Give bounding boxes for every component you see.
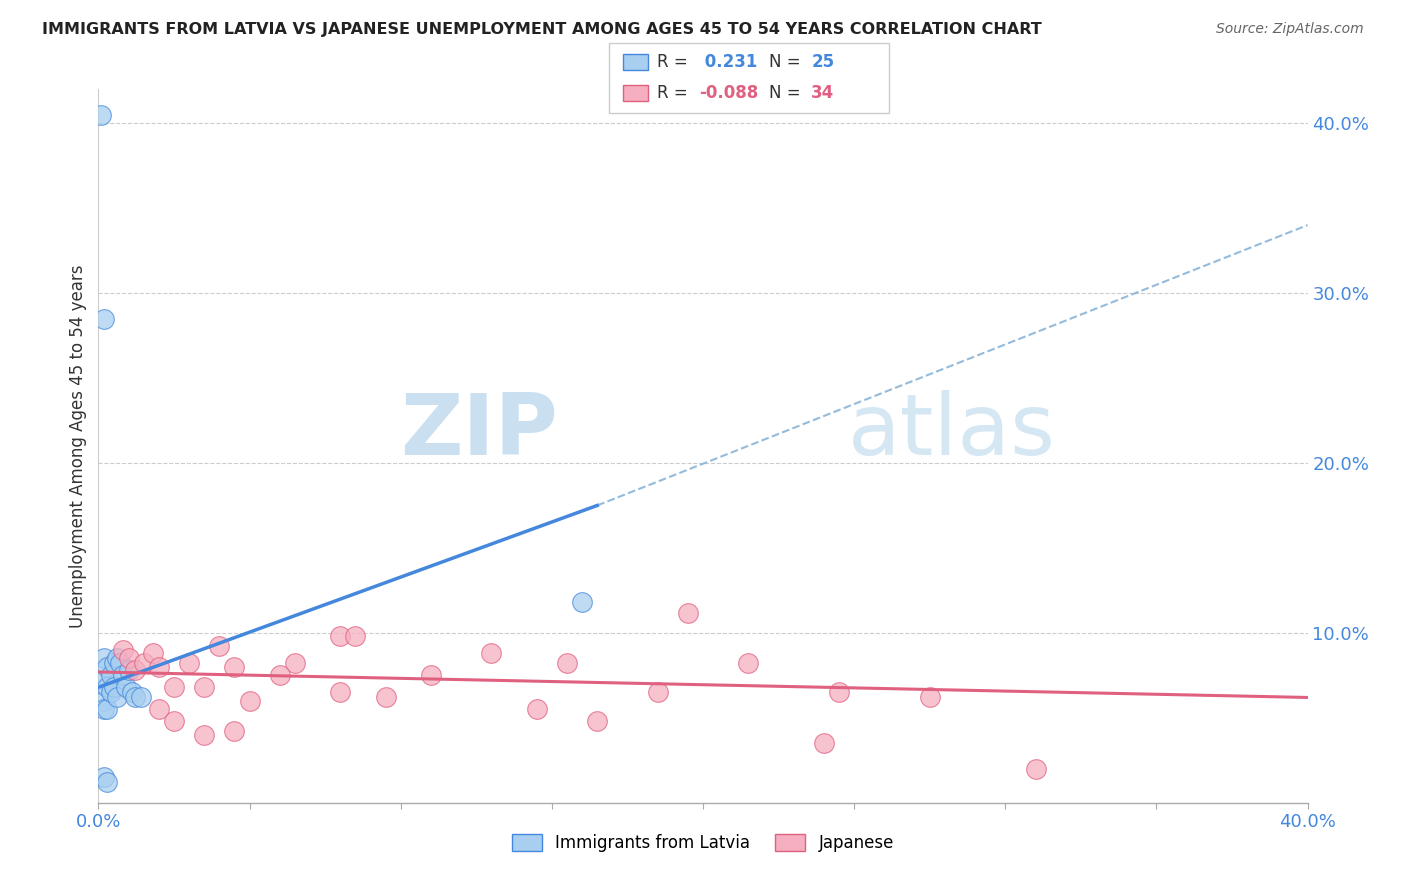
Point [647,685,669,699]
Point [93,311,115,326]
Y-axis label: Unemployment Among Ages 45 to 54 years: Unemployment Among Ages 45 to 54 years [69,264,87,628]
Point [148,702,170,716]
Point [124,690,146,705]
Point [93,702,115,716]
Point [239,694,262,708]
Point [103,680,125,694]
Text: Source: ZipAtlas.com: Source: ZipAtlas.com [1216,22,1364,37]
Point [114,680,136,694]
Point [118,651,141,665]
Text: -0.088: -0.088 [699,84,758,102]
Point [90,108,112,122]
Point [918,690,941,705]
Text: 25: 25 [811,54,834,71]
Point [100,685,122,699]
Point [103,657,125,671]
Point [813,736,835,750]
Point [737,657,759,671]
Point [555,657,578,671]
Point [100,668,122,682]
Point [105,690,128,705]
Point [163,714,186,729]
Point [329,629,352,643]
Point [111,668,134,682]
Point [676,606,699,620]
Point [132,657,155,671]
Point [93,673,115,688]
Point [93,694,115,708]
Text: 0.231: 0.231 [699,54,758,71]
Point [96,702,118,716]
Point [329,685,352,699]
Point [108,657,131,671]
Legend: Immigrants from Latvia, Japanese: Immigrants from Latvia, Japanese [505,827,901,859]
Text: N =: N = [769,84,806,102]
Point [105,651,128,665]
Text: ZIP: ZIP [401,390,558,474]
Point [344,629,367,643]
Point [148,660,170,674]
Point [284,657,307,671]
Point [193,728,215,742]
Point [163,680,186,694]
Point [193,680,215,694]
Text: atlas: atlas [848,390,1056,474]
Point [224,724,246,739]
Point [526,702,548,716]
Text: R =: R = [657,54,693,71]
Point [374,690,396,705]
Point [96,680,118,694]
Point [224,660,246,674]
Point [179,657,201,671]
Text: R =: R = [657,84,693,102]
Point [828,685,851,699]
Point [269,668,291,682]
Point [420,668,443,682]
Point [96,660,118,674]
Text: 34: 34 [811,84,835,102]
Point [1024,762,1046,776]
Point [571,595,593,609]
Point [93,651,115,665]
Point [124,663,146,677]
Point [586,714,609,729]
Point [142,646,165,660]
Point [481,646,503,660]
Point [208,640,231,654]
Point [96,775,118,789]
Point [121,685,143,699]
Text: IMMIGRANTS FROM LATVIA VS JAPANESE UNEMPLOYMENT AMONG AGES 45 TO 54 YEARS CORREL: IMMIGRANTS FROM LATVIA VS JAPANESE UNEMP… [42,22,1042,37]
Point [118,663,141,677]
Point [111,643,134,657]
Text: N =: N = [769,54,806,71]
Point [129,690,152,705]
Point [93,770,115,784]
